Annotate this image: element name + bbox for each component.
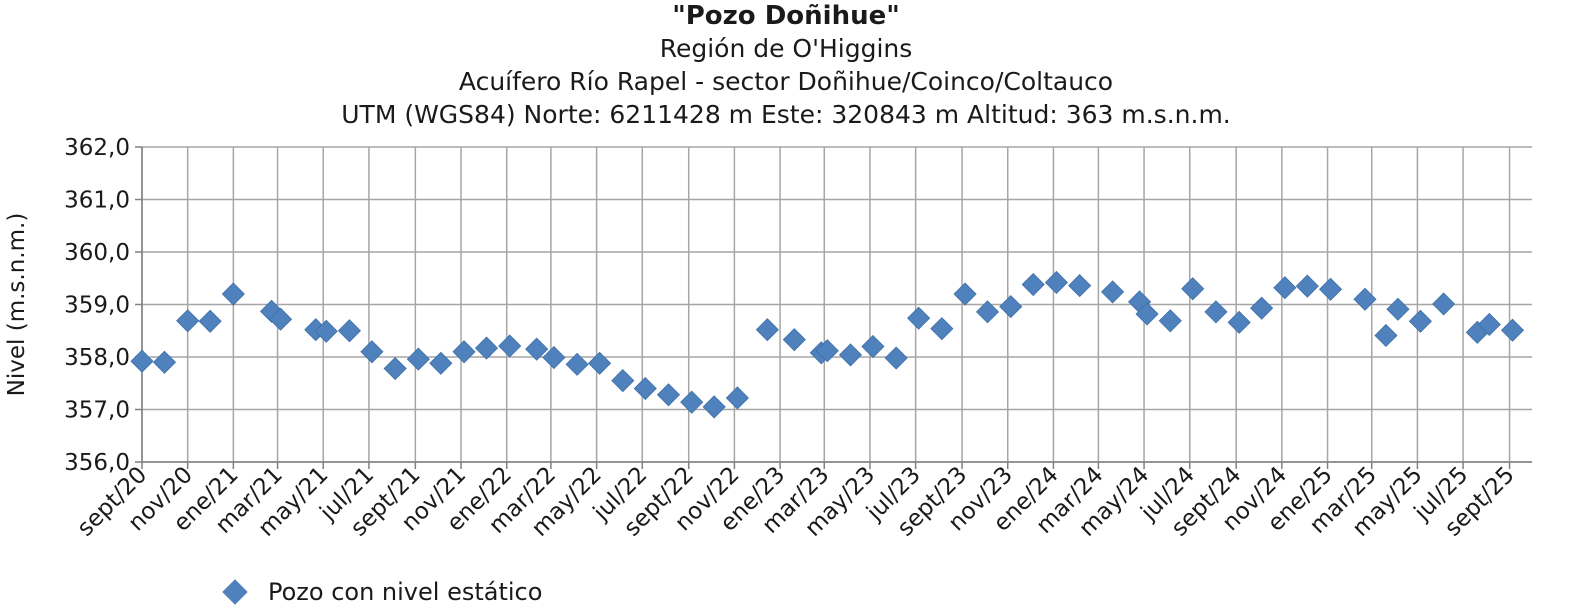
data-point (1386, 297, 1410, 321)
data-point (1250, 296, 1274, 320)
chart-title: "Pozo Doñihue" (672, 1, 900, 31)
data-point (1500, 318, 1525, 342)
legend-diamond-icon (222, 579, 248, 605)
data-point (1135, 302, 1159, 326)
data-point (542, 345, 566, 370)
data-point (884, 346, 908, 370)
data-point (725, 386, 749, 410)
data-point (1318, 277, 1343, 301)
data-point (588, 351, 612, 375)
data-point (268, 307, 293, 331)
data-point (953, 282, 977, 306)
data-point (999, 295, 1023, 319)
data-point (1408, 309, 1432, 333)
data-point (525, 337, 549, 361)
chart-titles: "Pozo Doñihue" Región de O'Higgins Acuíf… (0, 0, 1572, 131)
y-tick-label: 361,0 (64, 188, 130, 214)
chart-subtitle-coordinates: UTM (WGS84) Norte: 6211428 m Este: 32084… (341, 100, 1231, 129)
data-point (314, 319, 338, 343)
data-point (930, 317, 954, 341)
data-point (176, 309, 200, 333)
data-point (429, 351, 453, 375)
data-point (975, 300, 1000, 324)
data-point (1477, 312, 1501, 337)
data-point (1101, 280, 1125, 304)
data-point (861, 334, 885, 359)
data-point (680, 390, 704, 414)
data-point (1273, 276, 1297, 300)
y-tick-label: 356,0 (64, 450, 130, 476)
data-point (1021, 272, 1045, 297)
data-point (633, 376, 657, 401)
data-point (360, 340, 384, 364)
data-point (782, 328, 806, 352)
y-tick-label: 362,0 (64, 135, 130, 161)
data-point (755, 318, 779, 342)
data-point (474, 336, 499, 360)
legend-label: Pozo con nivel estático (268, 578, 543, 606)
data-point (565, 352, 589, 376)
data-point (656, 383, 681, 407)
chart-subtitle-region: Región de O'Higgins (659, 34, 913, 63)
y-axis-label: Nivel (m.s.n.m.) (4, 213, 30, 397)
data-point (498, 334, 522, 358)
data-point (452, 340, 476, 364)
data-point (611, 369, 635, 393)
data-point (1044, 270, 1069, 295)
data-point (221, 282, 245, 306)
data-point (1353, 287, 1377, 311)
y-tick-label: 357,0 (64, 398, 130, 424)
data-point (1181, 277, 1205, 301)
chart-legend: Pozo con nivel estático (222, 576, 542, 608)
data-point (907, 306, 931, 330)
data-point (337, 319, 362, 343)
data-point (838, 343, 863, 367)
data-point (1068, 274, 1092, 298)
data-point (198, 309, 222, 333)
y-tick-label: 360,0 (64, 240, 130, 266)
data-point (702, 395, 726, 419)
data-point (1158, 309, 1182, 333)
data-point (152, 350, 177, 374)
data-point (1374, 323, 1398, 348)
data-point (1432, 292, 1456, 316)
chart-subtitle-aquifer: Acuífero Río Rapel - sector Doñihue/Coin… (458, 67, 1114, 96)
data-point (406, 347, 430, 371)
data-point (1227, 310, 1251, 334)
y-tick-label: 359,0 (64, 293, 130, 319)
data-point (383, 356, 407, 381)
y-tick-label: 358,0 (64, 345, 130, 371)
data-point (1295, 274, 1319, 298)
data-point (130, 349, 154, 373)
data-point (815, 339, 839, 363)
data-point (1204, 300, 1228, 324)
